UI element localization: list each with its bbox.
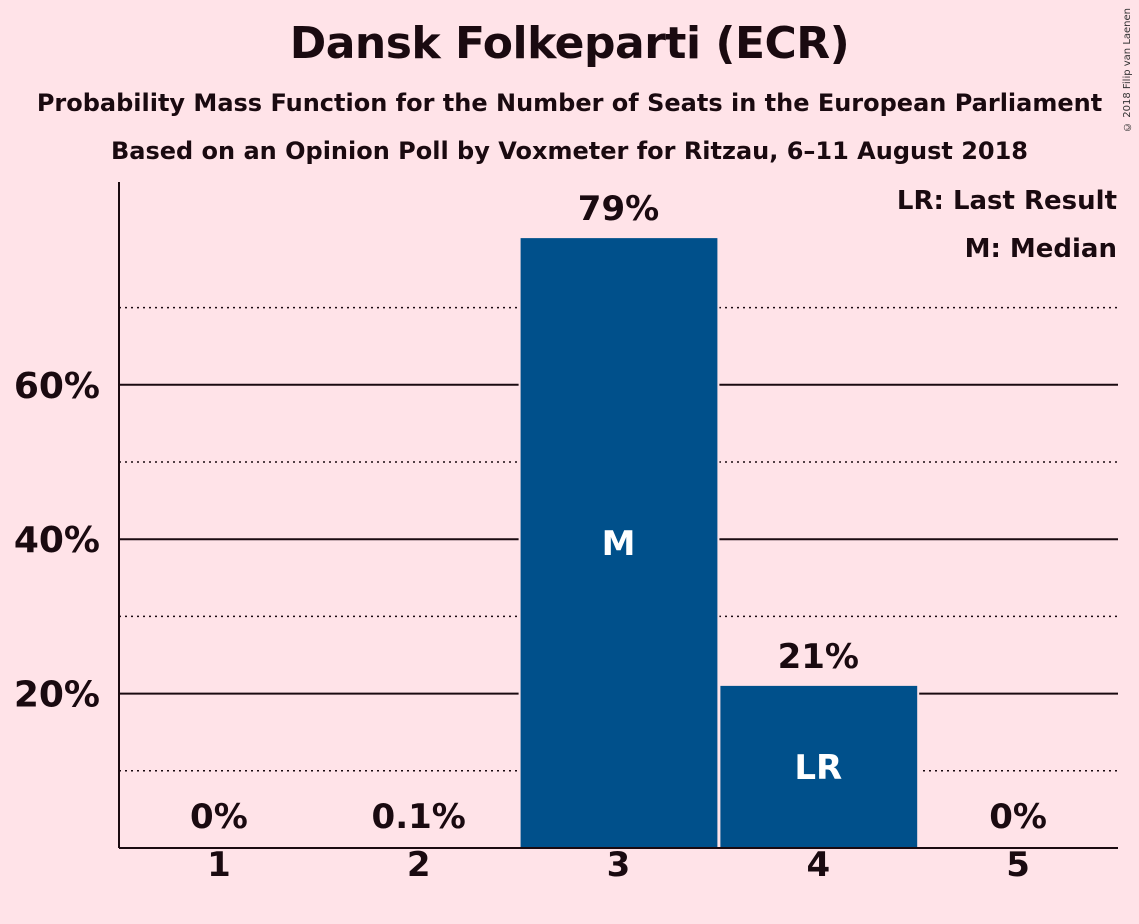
axes (118, 182, 1118, 849)
bars (518, 236, 920, 848)
data-label: 0.1% (372, 797, 466, 837)
data-label: 79% (578, 189, 659, 229)
x-tick-label: 4 (806, 845, 830, 885)
y-tick-label: 40% (14, 520, 100, 561)
legend-median: M: Median (965, 234, 1117, 264)
x-tick-label: 5 (1006, 845, 1030, 885)
x-tick-label: 1 (207, 845, 231, 885)
data-label: 0% (190, 797, 248, 837)
y-tick-label: 20% (14, 675, 100, 716)
data-label: 0% (989, 797, 1047, 837)
data-label: 21% (778, 637, 859, 677)
chart-subtitle-poll: Based on an Opinion Poll by Voxmeter for… (110, 137, 1029, 165)
x-tick-label: 3 (607, 845, 631, 885)
bar-marker: M (602, 524, 636, 564)
bar (520, 238, 718, 848)
y-tick-label: 60% (14, 366, 100, 407)
chart-title: Dansk Folkeparti (ECR) (289, 18, 850, 69)
legend-last-result: LR: Last Result (897, 186, 1117, 216)
labels: 20% 40% 60% 1 0% 2 0.1% 3 79% M 4 21% LR 5 0% (14, 189, 1047, 885)
chart-subtitle: Probability Mass Function for the Number… (36, 89, 1103, 117)
x-tick-label: 2 (407, 845, 431, 885)
bar-marker: LR (794, 748, 842, 788)
bar (720, 685, 918, 848)
